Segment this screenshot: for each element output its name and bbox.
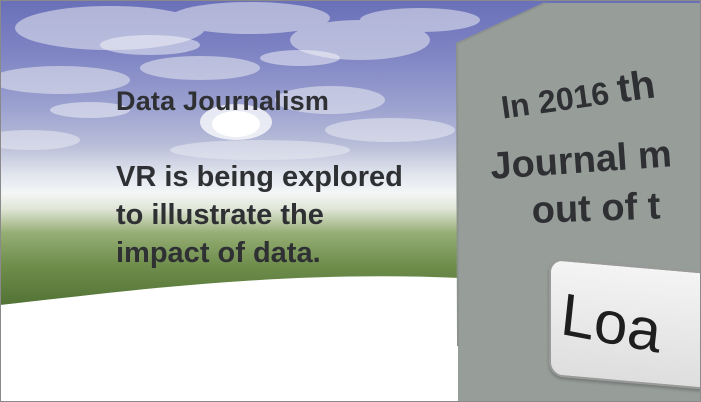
load-button-label: Loa	[557, 280, 665, 366]
left-panel-title: Data Journalism	[116, 86, 330, 116]
left-panel-body-line: VR is being explored	[116, 161, 403, 193]
left-panel-body-line: impact of data.	[116, 237, 321, 269]
left-panel-body-line: to illustrate the	[116, 199, 324, 231]
right-panel-line-3: out of t	[531, 185, 662, 232]
left-panel-body: VR is being explored to illustrate the i…	[116, 158, 403, 272]
right-panel-line-1-big: th	[614, 62, 658, 112]
load-button[interactable]: Loa	[549, 258, 701, 394]
